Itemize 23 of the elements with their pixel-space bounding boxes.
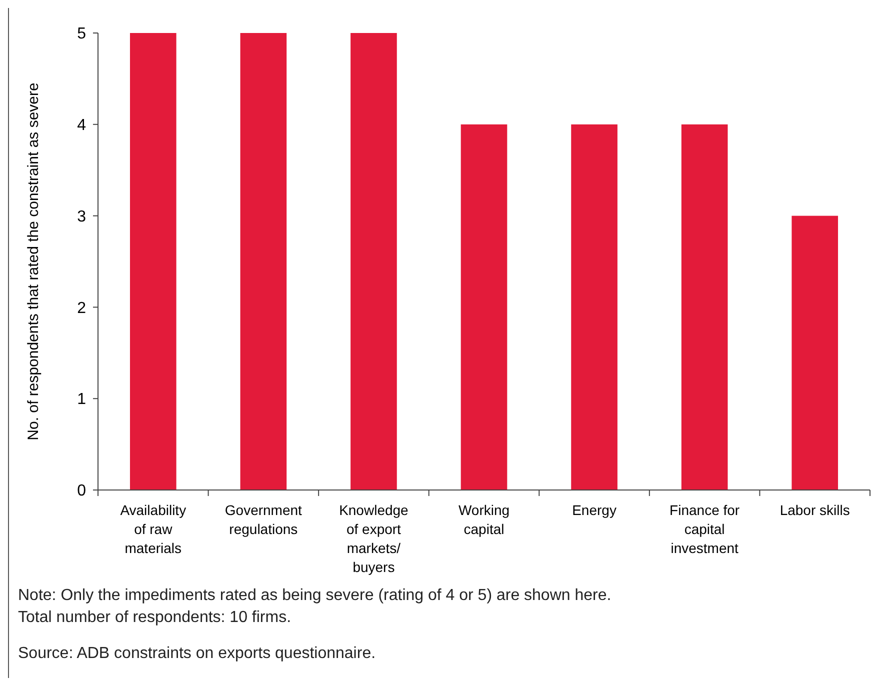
x-tick-label: Availability of raw materials [120, 502, 186, 556]
x-tick-label: Finance for capital investment [670, 502, 740, 556]
x-tick-label: Knowledge of export markets/buyers [339, 502, 409, 575]
text: Note: Only the impediments rated as being severe (rating of 4 or 5) are shown here. Total number of respondents: 10 firms. [18, 587, 612, 626]
bar [350, 33, 397, 490]
y-tick-label: 2 [77, 300, 86, 317]
y-axis-title: No. of respondents that rated the constraint as severe [25, 82, 42, 440]
x-tick-label: Labor skills [780, 502, 850, 518]
bar [571, 124, 618, 490]
y-tick-label: 4 [77, 117, 86, 134]
x-tick-label: Energy [572, 502, 616, 518]
bar [460, 124, 508, 490]
bar [681, 124, 728, 490]
y-tick-label: 1 [77, 391, 86, 408]
x-tick-label: Government regulations [224, 502, 302, 537]
x-tick-label: Working capital [458, 502, 510, 537]
source-note: Source: ADB constraints on exports questionnaire. [18, 645, 376, 662]
y-tick-label: 5 [77, 26, 86, 43]
y-tick-label: 0 [77, 482, 86, 500]
bar [130, 33, 176, 490]
y-tick-label: 3 [77, 208, 86, 226]
bar [240, 33, 287, 490]
bar [792, 216, 838, 490]
